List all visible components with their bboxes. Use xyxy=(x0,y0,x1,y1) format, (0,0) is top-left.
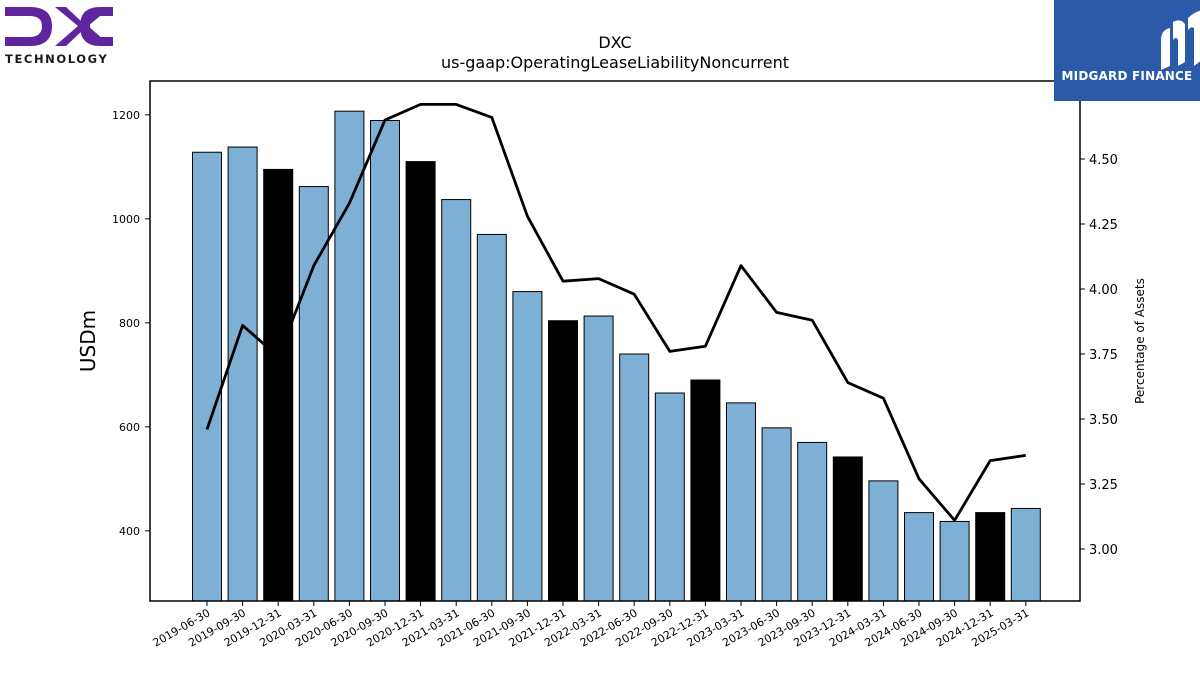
bar xyxy=(761,427,792,602)
bar xyxy=(298,186,329,602)
bar xyxy=(548,320,578,602)
line-group xyxy=(205,103,1027,522)
bar xyxy=(334,110,365,602)
y2-tick-label: 3.75 xyxy=(1089,348,1118,363)
midgard-emblem-icon xyxy=(1161,10,1200,70)
bar xyxy=(832,456,863,602)
bar xyxy=(868,480,899,602)
y2-tick-label: 4.25 xyxy=(1089,218,1118,233)
y2-tick-label: 4.00 xyxy=(1089,283,1118,298)
y2-tick-label: 3.50 xyxy=(1089,413,1118,428)
bar xyxy=(1010,507,1041,602)
y-tick-label: 1200 xyxy=(112,109,140,122)
y-tick-label: 1000 xyxy=(112,213,140,226)
bar xyxy=(441,199,472,602)
midgard-finance-label: MIDGARD FINANCE xyxy=(1061,69,1193,83)
dxc-wordmark-icon xyxy=(5,7,113,46)
dxc-logo: TECHNOLOGY xyxy=(0,0,120,70)
bar xyxy=(583,315,614,602)
bar xyxy=(263,168,294,602)
y-tick-label: 400 xyxy=(119,525,140,538)
y2-axis: 3.00 3.25 3.50 3.75 4.00 4.25 4.50 xyxy=(1080,153,1118,558)
bar xyxy=(726,402,756,602)
bar xyxy=(654,392,685,602)
bar xyxy=(939,520,970,602)
series-line xyxy=(205,103,1027,522)
bar xyxy=(797,441,828,602)
bar xyxy=(476,233,507,602)
chart-title: DXC xyxy=(598,33,631,52)
y2-axis-label: Percentage of Assets xyxy=(1133,278,1147,404)
y-tick-label: 800 xyxy=(119,317,140,330)
bar xyxy=(975,512,1006,602)
bar xyxy=(512,291,543,602)
x-axis: 2019-06-302019-09-302019-12-312020-03-31… xyxy=(151,601,1031,650)
bar xyxy=(370,120,400,602)
y-axis-label: USDm xyxy=(76,310,100,372)
y-axis: 400 600 800 1000 1200 xyxy=(112,109,150,538)
plot-frame xyxy=(149,80,1081,602)
y2-tick-label: 3.25 xyxy=(1089,478,1118,493)
bar xyxy=(690,379,721,602)
bar xyxy=(619,353,650,602)
bar xyxy=(904,512,934,602)
bar xyxy=(227,146,258,602)
bar xyxy=(192,151,222,602)
bar xyxy=(405,161,436,602)
midgard-finance-logo: MIDGARD FINANCE xyxy=(1054,0,1200,101)
bars-group xyxy=(192,110,1041,602)
dxc-logo-subtitle: TECHNOLOGY xyxy=(5,52,109,66)
chart-subtitle: us-gaap:OperatingLeaseLiabilityNoncurren… xyxy=(441,53,789,72)
y-tick-label: 600 xyxy=(119,421,140,434)
y2-tick-label: 4.50 xyxy=(1089,153,1118,168)
y2-tick-label: 3.00 xyxy=(1089,543,1118,558)
